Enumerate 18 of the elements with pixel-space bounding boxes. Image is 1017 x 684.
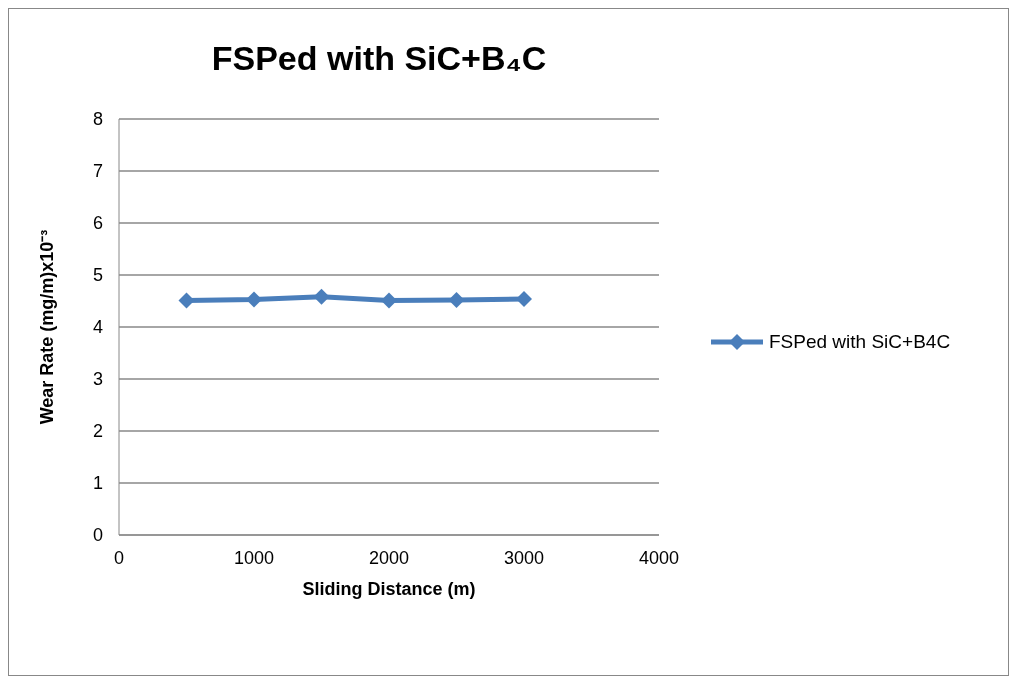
y-tick-label: 1 [92,473,103,494]
y-tick-label: 3 [92,369,103,390]
y-tick-label: 7 [92,161,103,182]
x-tick-label: 4000 [638,547,680,568]
x-tick-label: 1000 [233,547,275,568]
x-axis-title: Sliding Distance (m) [302,579,476,599]
chart-title: FSPed with SiC+B₄C [210,39,548,78]
y-tick-label: 4 [92,317,103,338]
legend-label: FSPed with SiC+B4C [769,331,951,353]
x-tick-label: 2000 [368,547,410,568]
x-tick-label: 0 [113,547,125,568]
y-axis-title: Wear Rate (mg/m)x10⁻³ [37,229,58,425]
x-tick-label: 3000 [503,547,545,568]
y-tick-label: 6 [92,213,103,234]
y-tick-label: 2 [92,421,103,442]
y-tick-label: 0 [92,525,103,546]
y-tick-label: 8 [92,109,103,130]
y-tick-label: 5 [92,265,103,286]
